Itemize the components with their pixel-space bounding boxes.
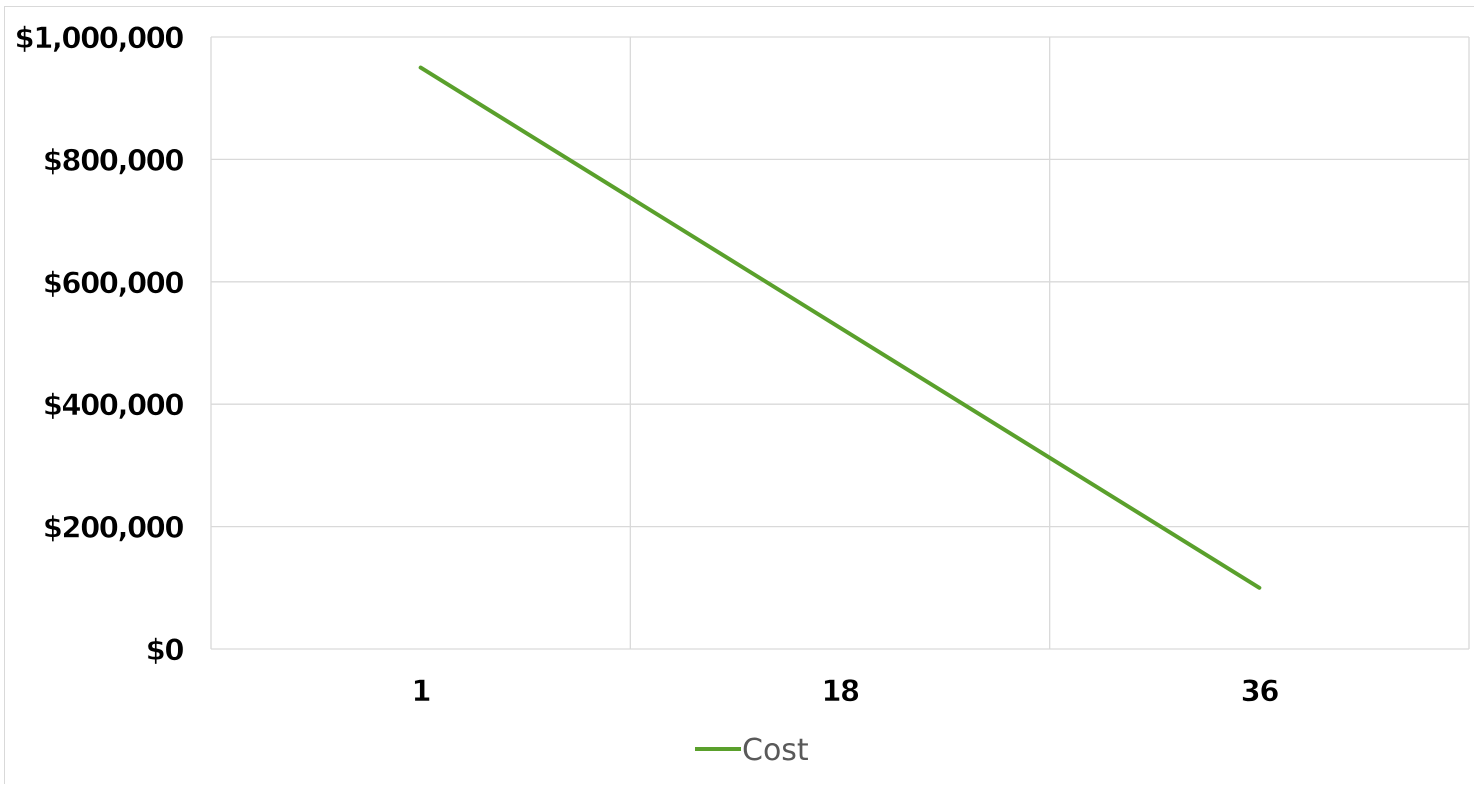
x-tick-label: 1 [411, 674, 430, 708]
y-tick-label: $0 [146, 633, 184, 667]
x-tick-label: 36 [1241, 674, 1279, 708]
series-line-cost [418, 65, 1262, 590]
chart-frame [4, 6, 1474, 784]
x-axis-tick-labels: 1 18 36 [411, 674, 1280, 709]
y-tick-label: $400,000 [43, 388, 184, 422]
y-tick-label: $1,000,000 [15, 21, 184, 55]
y-tick-label: $800,000 [43, 143, 184, 177]
gridlines [210, 36, 1470, 650]
x-tick-label: 18 [821, 674, 859, 708]
legend: Cost [695, 733, 809, 768]
y-tick-label: $200,000 [43, 511, 184, 545]
series-lines [418, 65, 1262, 590]
legend-label-cost: Cost [742, 733, 809, 768]
y-axis-tick-labels: $0 $200,000 $400,000 $600,000 $800,000 $1,000… [14, 21, 185, 668]
y-tick-label: $600,000 [43, 266, 184, 300]
